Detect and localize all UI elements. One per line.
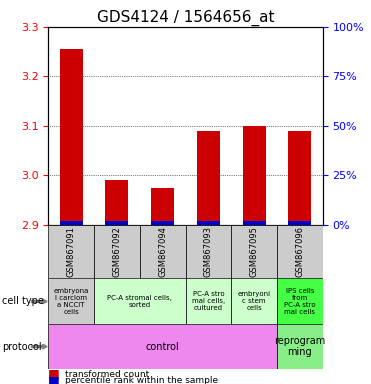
Bar	[60, 221, 82, 225]
Bar	[151, 187, 174, 225]
Text: ■: ■	[48, 374, 60, 384]
Text: reprogram
ming: reprogram ming	[274, 336, 325, 358]
Text: GSM867095: GSM867095	[250, 226, 259, 277]
Text: embryoni
c stem
cells: embryoni c stem cells	[237, 291, 271, 311]
Bar	[105, 221, 128, 225]
Text: GSM867093: GSM867093	[204, 226, 213, 277]
Bar	[289, 221, 311, 225]
Bar	[243, 126, 266, 225]
Bar	[277, 324, 323, 369]
Bar	[277, 225, 323, 278]
Bar	[186, 278, 231, 324]
Text: embryona
l carciom
a NCCIT
cells: embryona l carciom a NCCIT cells	[53, 288, 89, 315]
Bar	[94, 225, 140, 278]
Bar	[197, 221, 220, 225]
Bar	[243, 221, 266, 225]
Bar	[197, 131, 220, 225]
Bar	[94, 278, 186, 324]
Text: PC-A stromal cells,
sorted: PC-A stromal cells, sorted	[107, 295, 172, 308]
Bar	[231, 278, 277, 324]
Text: control: control	[146, 341, 180, 352]
Text: GSM867092: GSM867092	[112, 226, 121, 277]
Bar	[48, 324, 277, 369]
Bar	[48, 278, 94, 324]
Bar	[289, 131, 311, 225]
Bar	[151, 221, 174, 225]
Bar	[277, 278, 323, 324]
Text: GSM867096: GSM867096	[295, 226, 304, 277]
Bar	[48, 225, 94, 278]
Text: percentile rank within the sample: percentile rank within the sample	[65, 376, 218, 384]
Bar	[186, 225, 231, 278]
Bar	[231, 225, 277, 278]
Text: transformed count: transformed count	[65, 369, 149, 379]
Text: protocol: protocol	[2, 341, 42, 352]
Bar	[60, 49, 82, 225]
Title: GDS4124 / 1564656_at: GDS4124 / 1564656_at	[97, 9, 274, 25]
Text: GSM867091: GSM867091	[67, 226, 76, 277]
Text: ■: ■	[48, 367, 60, 381]
Bar	[105, 180, 128, 225]
Text: cell type: cell type	[2, 296, 44, 306]
Text: IPS cells
from
PC-A stro
mal cells: IPS cells from PC-A stro mal cells	[284, 288, 316, 315]
Text: GSM867094: GSM867094	[158, 226, 167, 277]
Bar	[140, 225, 186, 278]
Text: PC-A stro
mal cells,
cultured: PC-A stro mal cells, cultured	[192, 291, 225, 311]
